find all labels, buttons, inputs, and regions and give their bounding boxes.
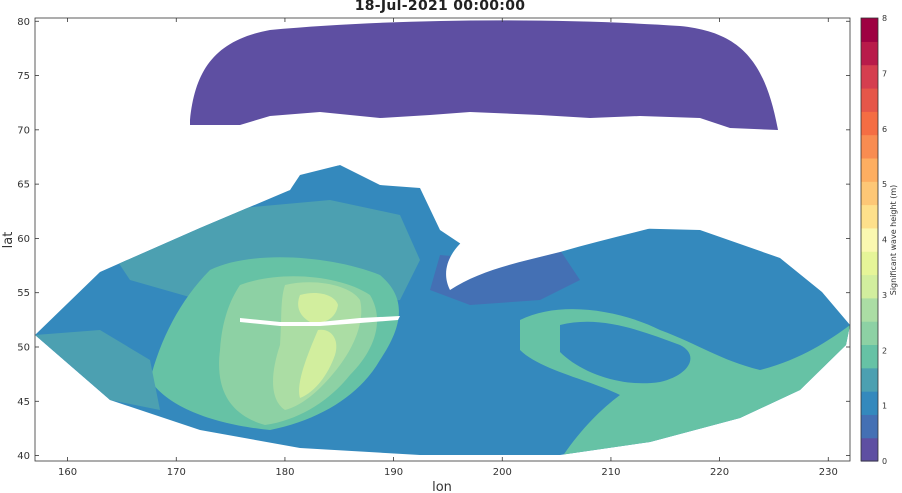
south-west-band [35, 330, 160, 410]
colorbar-tick-label: 4 [882, 236, 887, 245]
colorbar-tick-label: 1 [882, 402, 887, 411]
colorbar-tick-label: 3 [882, 291, 887, 300]
x-tick-label: 160 [58, 467, 77, 478]
y-tick-label: 40 [17, 451, 30, 462]
colorbar-tick-label: 5 [882, 180, 887, 189]
colorbar-swatch [861, 157, 878, 182]
colorbar-label: Significant wave height (m) [889, 185, 898, 295]
y-tick-label: 75 [17, 71, 30, 82]
x-tick-label: 200 [493, 467, 512, 478]
colorbar-tick-label: 7 [882, 69, 887, 78]
y-tick-label: 50 [17, 342, 30, 353]
x-axis-label: lon [432, 480, 452, 493]
x-tick-label: 170 [167, 467, 186, 478]
colorbar-swatch [861, 391, 878, 415]
colorbar-swatch [861, 367, 878, 392]
colorbar-swatch [861, 251, 878, 276]
colorbar-swatch [861, 181, 878, 206]
colorbar-swatch [861, 227, 878, 252]
y-axis: 40 45 50 55 60 65 70 75 80 [17, 17, 850, 462]
colorbar-swatch [861, 64, 878, 89]
hs35-region-south [299, 329, 337, 398]
y-tick-label: 45 [17, 397, 30, 408]
x-tick-label: 210 [601, 467, 620, 478]
colorbar-tick-label: 6 [882, 125, 887, 134]
colorbar-swatch [861, 297, 878, 322]
colorbar-swatch [861, 321, 878, 346]
y-tick-label: 65 [17, 180, 30, 191]
colorbar-tick-label: 0 [882, 457, 887, 466]
y-tick-label: 60 [17, 234, 30, 245]
x-axis: 160 170 180 190 200 210 220 230 [58, 18, 838, 478]
colorbar-swatch [861, 437, 878, 462]
colorbar-swatch [861, 344, 878, 369]
colorbar-swatch [861, 87, 878, 112]
y-tick-label: 80 [17, 17, 30, 28]
colorbar-swatch [861, 204, 878, 229]
hs35-region [298, 293, 338, 323]
colorbar: 0 1 2 3 4 5 6 7 8 [860, 14, 887, 466]
alaska-land [446, 124, 760, 290]
colorbar-swatch [861, 18, 878, 42]
y-tick-label: 55 [17, 288, 30, 299]
colorbar-swatch [861, 41, 878, 66]
colorbar-swatch [861, 111, 878, 136]
x-tick-label: 230 [819, 467, 838, 478]
aleutian-chain [240, 316, 400, 326]
y-axis-label: lat [1, 232, 16, 249]
arctic-ocean-region [190, 20, 778, 130]
colorbar-swatch [861, 134, 878, 159]
map-field [35, 20, 850, 455]
plot-frame [34, 17, 851, 462]
colorbar-swatch [861, 414, 878, 439]
colorbar-swatch [861, 274, 878, 299]
chart-title: 18-Jul-2021 00:00:00 [354, 0, 526, 14]
siberia-land [35, 125, 340, 260]
colorbar-frame [860, 17, 879, 462]
y-tick-label: 70 [17, 125, 30, 136]
eastern-pacific-core [560, 321, 691, 384]
x-tick-label: 220 [710, 467, 729, 478]
colorbar-tick-label: 2 [882, 346, 887, 355]
x-tick-label: 180 [275, 467, 294, 478]
colorbar-tick-label: 8 [882, 14, 887, 23]
x-tick-label: 190 [384, 467, 403, 478]
